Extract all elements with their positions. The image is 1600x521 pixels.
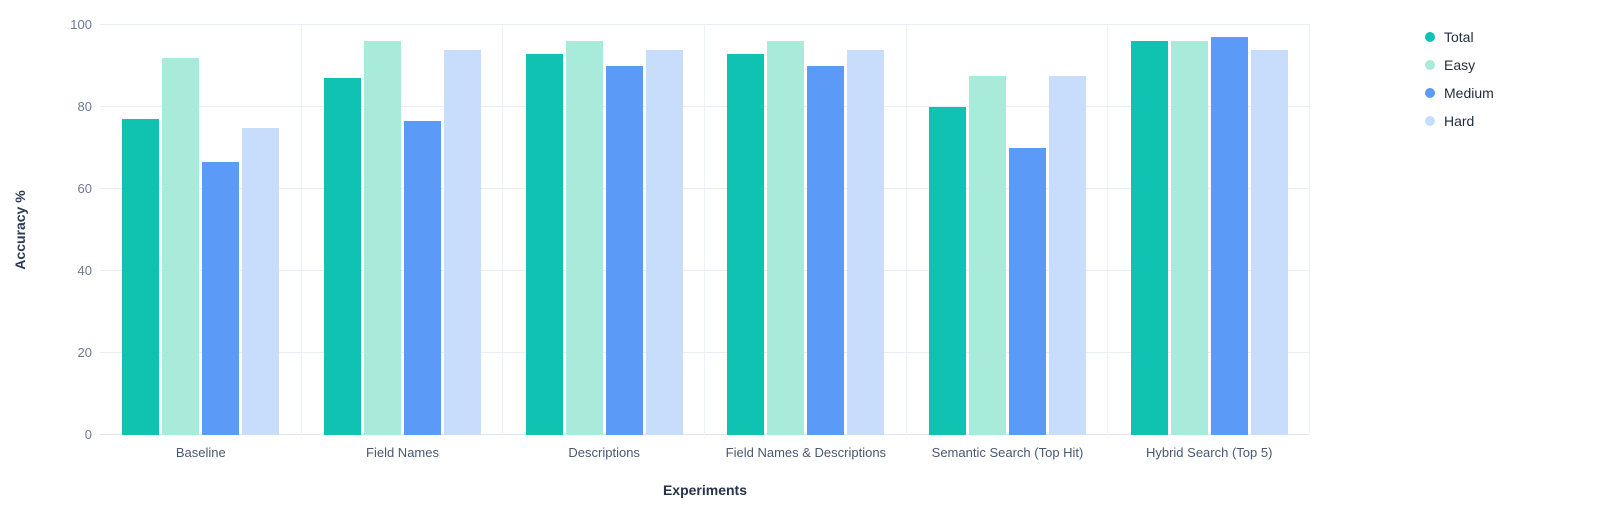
bar-medium-3[interactable]	[807, 66, 845, 435]
bar-hard-5[interactable]	[1250, 49, 1288, 435]
bar-total-5[interactable]	[1130, 41, 1168, 435]
v-gridline	[300, 25, 302, 435]
x-tick-label: Hybrid Search (Top 5)	[1145, 445, 1273, 460]
legend-label: Total	[1444, 29, 1474, 45]
legend-label: Hard	[1444, 113, 1475, 129]
bar-hard-1[interactable]	[444, 49, 481, 435]
h-gridline	[100, 434, 1310, 435]
bar-easy-0[interactable]	[162, 57, 200, 435]
bar-groups	[100, 25, 1310, 435]
bar-total-2[interactable]	[525, 53, 563, 435]
bar-medium-2[interactable]	[605, 66, 643, 435]
legend-dot-icon	[1425, 60, 1435, 70]
y-tick-label: 60	[77, 181, 92, 196]
legend-item-total[interactable]: Total	[1425, 28, 1494, 46]
legend: Total Easy Medium Hard	[1425, 28, 1494, 130]
legend-dot-icon	[1425, 88, 1435, 98]
legend-dot-icon	[1425, 116, 1435, 126]
bar-easy-4[interactable]	[969, 76, 1007, 435]
x-tick-label: Descriptions	[568, 445, 640, 460]
v-gridline	[502, 25, 504, 435]
bar-easy-3[interactable]	[767, 41, 805, 435]
bar-hard-0[interactable]	[242, 127, 280, 435]
y-axis-ticks: 0 20 40 60 80 100	[0, 17, 92, 442]
x-tick-label: Field Names	[366, 445, 439, 460]
bar-total-3[interactable]	[727, 53, 765, 435]
legend-item-medium[interactable]: Medium	[1425, 84, 1494, 102]
bar-medium-0[interactable]	[202, 162, 240, 435]
y-tick-label: 80	[77, 99, 92, 114]
y-tick-label: 0	[84, 427, 92, 442]
bar-medium-4[interactable]	[1009, 148, 1047, 435]
bar-hard-4[interactable]	[1049, 76, 1087, 435]
legend-item-easy[interactable]: Easy	[1425, 56, 1494, 74]
v-gridline	[704, 25, 705, 435]
legend-label: Medium	[1444, 85, 1494, 101]
bar-group-1	[302, 25, 504, 435]
bar-hard-3[interactable]	[847, 49, 885, 435]
bar-group-5	[1108, 25, 1310, 435]
bar-total-1[interactable]	[324, 78, 361, 435]
bar-group-2	[503, 25, 705, 435]
legend-dot-icon	[1425, 32, 1435, 42]
bar-total-4[interactable]	[929, 107, 967, 435]
bar-group-4	[907, 25, 1109, 435]
v-gridline	[1107, 25, 1109, 435]
h-gridline	[100, 188, 1310, 189]
bar-easy-1[interactable]	[364, 41, 401, 435]
x-tick-label: Semantic Search (Top Hit)	[931, 445, 1084, 460]
y-tick-label: 100	[70, 17, 92, 32]
plot-area	[100, 24, 1310, 435]
y-tick-label: 40	[77, 263, 92, 278]
bar-medium-5[interactable]	[1210, 37, 1248, 435]
x-axis-ticks: Baseline Field Names Descriptions Field Nam…	[100, 445, 1310, 460]
bar-easy-5[interactable]	[1170, 41, 1208, 435]
legend-item-hard[interactable]: Hard	[1425, 112, 1494, 130]
h-gridline	[100, 352, 1310, 353]
legend-label: Easy	[1444, 57, 1476, 73]
bar-group-3	[705, 25, 907, 435]
v-gridline	[905, 25, 907, 435]
h-gridline	[100, 106, 1310, 107]
bar-total-0[interactable]	[122, 119, 160, 435]
bar-hard-2[interactable]	[645, 49, 683, 435]
x-tick-label: Field Names & Descriptions	[725, 445, 887, 460]
bar-medium-1[interactable]	[404, 121, 441, 435]
x-axis-title: Experiments	[662, 482, 748, 498]
x-tick-label: Baseline	[175, 445, 226, 460]
bar-group-0	[100, 25, 302, 435]
h-gridline	[100, 24, 1310, 25]
y-tick-label: 20	[77, 345, 92, 360]
h-gridline	[100, 270, 1310, 271]
bar-easy-2[interactable]	[565, 41, 603, 435]
v-gridline	[1309, 25, 1310, 435]
